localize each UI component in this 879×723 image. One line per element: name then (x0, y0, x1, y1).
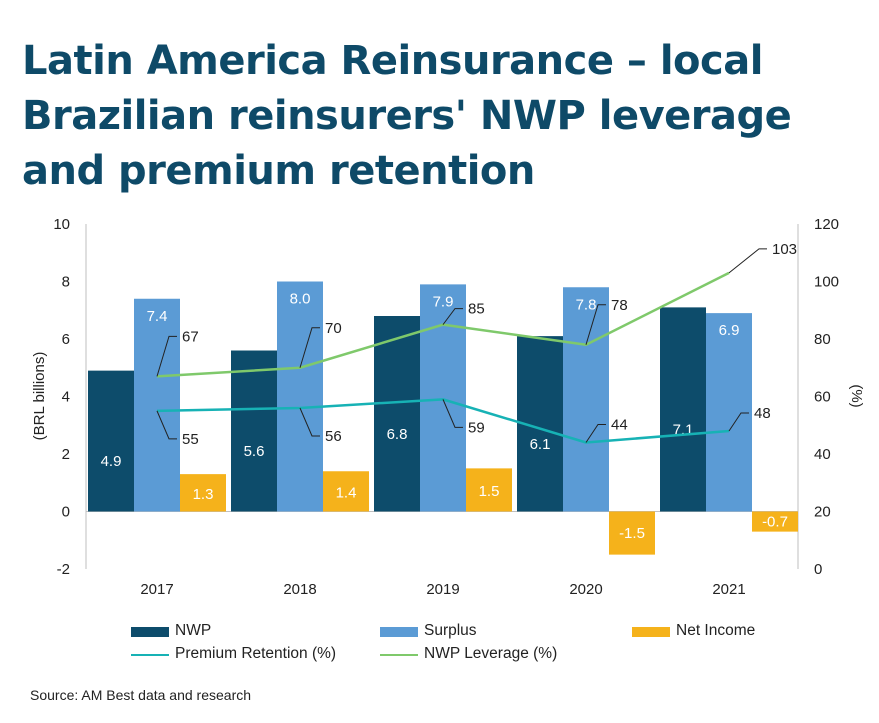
y2-tick-label-6: 120 (814, 216, 839, 233)
bar-surplus-2017 (134, 298, 180, 512)
leader-nwp-leverage-2019 (442, 308, 463, 325)
leader-nwp-leverage-2017 (156, 335, 177, 377)
bar-label-net-income-2018: 1.4 (336, 484, 357, 501)
legend-label-premium-retention: Premium Retention (%) (175, 645, 337, 662)
legend-swatch-premium-retention (131, 654, 169, 656)
bar-label-net-income-2021: -0.7 (762, 514, 788, 531)
bar-net-income-2018 (323, 471, 369, 512)
y2-tick-label-4: 80 (814, 331, 831, 348)
line-label-nwp-leverage-2019: 85 (468, 301, 485, 318)
line-label-premium-retention-2017: 55 (182, 431, 199, 448)
leader-nwp-leverage-2018 (299, 327, 320, 368)
line-label-premium-retention-2018: 56 (325, 428, 342, 445)
legend-label-nwp: NWP (175, 622, 212, 639)
y2-axis-title: (%) (848, 384, 865, 407)
y-tick-label-2: 2 (62, 446, 70, 463)
bar-net-income-2021 (752, 511, 798, 532)
legend-label-surplus: Surplus (424, 622, 477, 639)
x-tick-label-2021: 2021 (712, 581, 745, 598)
bar-nwp-2021 (660, 307, 706, 512)
line-label-premium-retention-2020: 44 (611, 417, 628, 434)
line-label-nwp-leverage-2017: 67 (182, 328, 199, 345)
leader-premium-retention-2020 (585, 424, 606, 443)
bar-nwp-2019 (374, 316, 420, 512)
bar-surplus-2021 (706, 313, 752, 512)
line-label-nwp-leverage-2021: 103 (772, 241, 797, 258)
bar-label-nwp-2019: 6.8 (387, 426, 408, 443)
y2-tick-label-1: 20 (814, 504, 831, 521)
chart-title-line-2: Brazilian reinsurers' NWP leverage (22, 93, 792, 139)
y-tick-label-1: 0 (62, 504, 70, 521)
leader-premium-retention-2017 (156, 410, 177, 440)
bar-surplus-2018 (277, 281, 323, 512)
line-label-premium-retention-2021: 48 (754, 405, 771, 422)
bar-label-nwp-2017: 4.9 (101, 453, 122, 470)
bar-label-surplus-2019: 7.9 (433, 293, 454, 310)
legend-label-nwp-leverage: NWP Leverage (%) (424, 645, 558, 662)
y-tick-label-6: 10 (53, 216, 70, 233)
legend-swatch-nwp-leverage (380, 654, 418, 656)
y2-tick-label-2: 40 (814, 446, 831, 463)
x-tick-label-2020: 2020 (569, 581, 602, 598)
y-tick-label-3: 4 (62, 389, 70, 406)
leader-nwp-leverage-2021 (728, 248, 767, 274)
bar-surplus-2019 (420, 284, 466, 512)
leader-nwp-leverage-2020 (585, 304, 606, 345)
leader-premium-retention-2021 (728, 412, 749, 432)
chart-title: Latin America Reinsurance – local Brazil… (22, 34, 862, 199)
leader-premium-retention-2019 (442, 399, 463, 428)
bar-nwp-2017 (88, 370, 134, 512)
line-label-nwp-leverage-2020: 78 (611, 297, 628, 314)
legend-swatch-surplus (380, 627, 418, 637)
bar-net-income-2020 (609, 511, 655, 555)
y2-tick-label-3: 60 (814, 389, 831, 406)
bar-label-surplus-2018: 8.0 (290, 291, 311, 308)
y-tick-label-0: -2 (57, 561, 70, 578)
bar-label-nwp-2020: 6.1 (530, 436, 551, 453)
bar-label-net-income-2020: -1.5 (619, 525, 645, 542)
line-label-nwp-leverage-2018: 70 (325, 320, 342, 337)
leader-premium-retention-2018 (299, 407, 320, 437)
legend-label-net-income: Net Income (676, 622, 756, 639)
y-tick-label-5: 8 (62, 274, 70, 291)
legend-swatch-net-income (632, 627, 670, 637)
bar-label-surplus-2021: 6.9 (719, 322, 740, 339)
line-label-premium-retention-2019: 59 (468, 419, 485, 436)
x-tick-label-2018: 2018 (283, 581, 316, 598)
legend-swatch-nwp (131, 627, 169, 637)
bar-net-income-2019 (466, 468, 512, 512)
bar-label-nwp-2018: 5.6 (244, 443, 265, 460)
chart-title-line-3: and premium retention (22, 148, 535, 194)
y2-tick-label-5: 100 (814, 274, 839, 291)
bar-label-surplus-2017: 7.4 (147, 308, 168, 325)
x-tick-label-2019: 2019 (426, 581, 459, 598)
y-tick-label-4: 6 (62, 331, 70, 348)
bar-nwp-2018 (231, 350, 277, 512)
source-note: Source: AM Best data and research (30, 687, 252, 703)
bar-net-income-2017 (180, 474, 226, 512)
bar-label-net-income-2017: 1.3 (193, 486, 214, 503)
chart-title-line-1: Latin America Reinsurance – local (22, 38, 763, 84)
x-tick-label-2017: 2017 (140, 581, 173, 598)
y2-tick-label-0: 0 (814, 561, 822, 578)
bar-surplus-2020 (563, 287, 609, 512)
bar-label-surplus-2020: 7.8 (576, 296, 597, 313)
bar-label-net-income-2019: 1.5 (479, 483, 500, 500)
y-axis-title: (BRL billions) (31, 352, 48, 441)
